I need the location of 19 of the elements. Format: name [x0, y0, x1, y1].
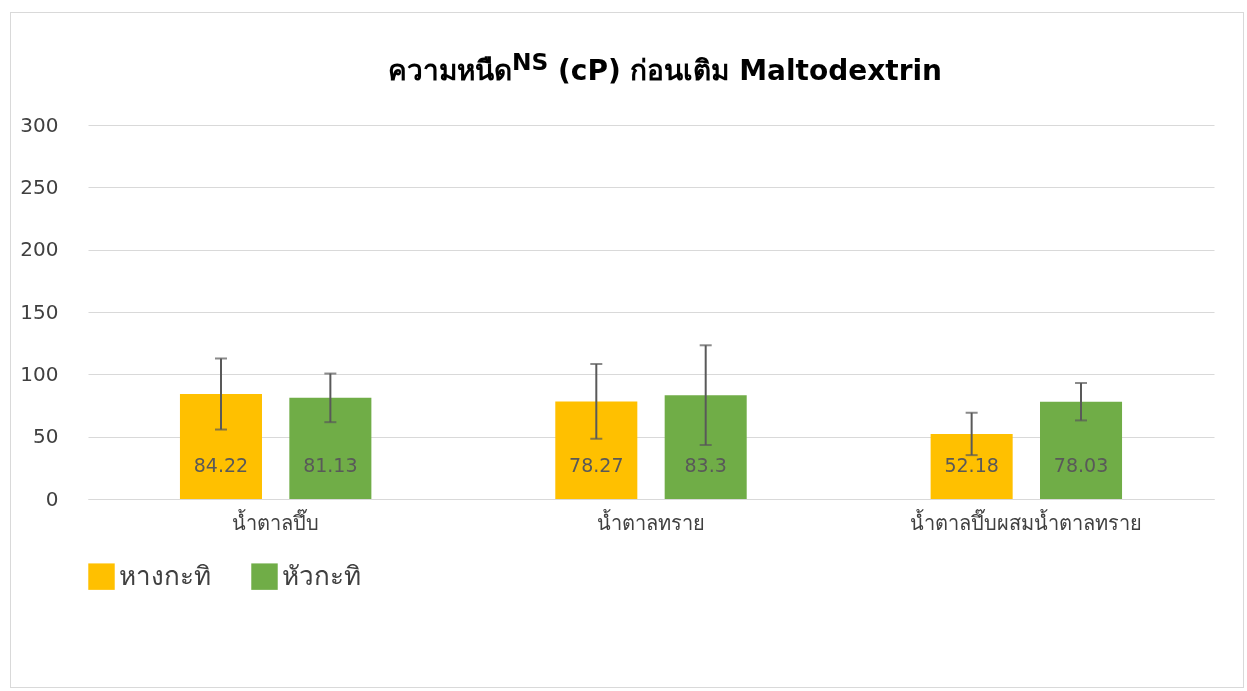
data-label: 78.27 — [569, 454, 624, 476]
y-tick-label: 300 — [20, 112, 59, 137]
x-tick-label: น้ำตาลปึ๊บ — [232, 507, 320, 535]
y-tick-label: 200 — [20, 237, 59, 262]
y-tick-label: 0 — [45, 486, 59, 511]
data-label: 83.3 — [684, 454, 727, 476]
legend-label: หางกะทิ — [119, 560, 211, 591]
y-tick-label: 100 — [20, 361, 59, 386]
chart-title: ความหนืด$^{NS}$ (cP) ก่อนเติม Maltodextrin — [386, 48, 944, 90]
y-tick-label: 50 — [33, 424, 59, 449]
data-label: 84.22 — [193, 454, 249, 476]
legend-label: หัวกะทิ — [282, 560, 361, 591]
x-tick-label: น้ำตาลปึ๊บผสมน้ำตาลทราย — [910, 507, 1143, 535]
y-tick-label: 150 — [20, 299, 59, 324]
data-label: 52.18 — [944, 454, 999, 476]
data-label: 81.13 — [303, 454, 358, 476]
data-label: 78.03 — [1053, 454, 1109, 476]
y-tick-label: 250 — [20, 174, 59, 199]
x-tick-label: น้ำตาลทราย — [597, 508, 705, 535]
